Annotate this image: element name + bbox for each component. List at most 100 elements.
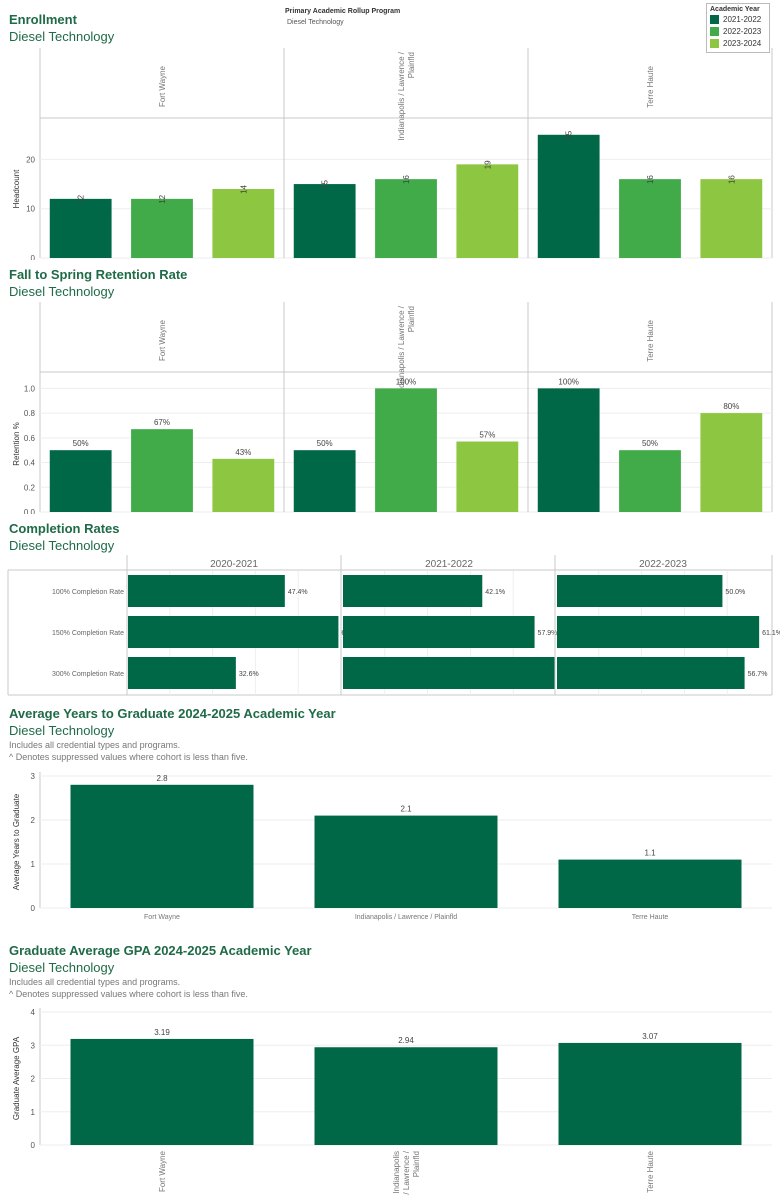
y-tick-label: 1.0 [24,384,36,393]
data-label: 2.8 [156,774,168,783]
completion-bar [557,616,760,648]
gpa-title: Graduate Average GPA 2024-2025 Academic … [9,943,312,958]
y-tick-label: 1 [31,860,36,869]
completion-subtitle: Diesel Technology [9,538,115,553]
y-axis-title: Average Years to Graduate [12,793,21,890]
gpa-note-suppressed: ^ Denotes suppressed values where cohort… [9,989,248,999]
panel-header: 2020-2021 [210,559,258,570]
data-label: 1.1 [644,849,656,858]
bar [558,859,742,908]
completion-bar [343,657,555,689]
legend-label: 2022-2023 [723,27,762,36]
panel-header: 2021-2022 [425,559,473,570]
row-label: 100% Completion Rate [52,589,124,596]
data-label: 56.7% [748,671,768,678]
x-tick-label: Fort Wayne [144,914,180,921]
data-label: 14 [239,184,248,193]
years-to-graduate-chart: 0 1 2 3 Average Years to Graduate 2.8 Fort Way… [12,772,772,921]
data-label: 3.19 [154,1028,170,1037]
data-label: 50.0% [725,589,745,596]
bar-2023-2024 [700,413,763,512]
enrollment-subtitle: Diesel Technology [9,29,115,44]
retention-chart: 0.0 0.2 0.4 0.6 0.8 1.0 Retention % Fort Wayne 5… [12,302,773,514]
data-label: 57% [479,431,495,440]
retention-subtitle: Diesel Technology [9,284,115,299]
x-tick-label: Indianapolis [392,1151,401,1194]
y-tick-label: 2 [31,1075,36,1084]
y-axis-title: Retention % [12,422,21,466]
bar-2023-2024 [700,179,763,258]
y-tick-label: 20 [26,155,35,164]
row-label: 150% Completion Rate [52,630,124,637]
data-label: 19 [483,160,492,169]
completion-bar [343,575,483,607]
data-label: 42.1% [485,589,505,596]
retention-title: Fall to Spring Retention Rate [9,267,188,282]
y-tick-label: 0.0 [24,508,36,514]
y-tick-label: 0 [31,254,36,260]
enrollment-chart: 0 10 20 Headcount Fort Wayne 12 12 14 Indianapol… [12,48,773,260]
gpa-chart: 0 1 2 3 4 Graduate Average GPA 3.19 Fort Wayne 2… [12,1008,772,1195]
legend-title: Academic Year [710,6,760,13]
data-label: 16 [402,175,411,184]
legend-item-2022-2023[interactable]: 2022-2023 [710,26,769,38]
legend-item-2021-2022[interactable]: 2021-2022 [710,14,769,26]
bar-2022-2023 [619,179,681,258]
bar-2021-2022 [49,450,112,512]
bar-2022-2023 [131,198,193,258]
data-label: 12 [77,194,86,203]
panel-label: Terre Haute [646,65,655,107]
panel-label: Plainfld [407,52,416,78]
bar-2023-2024 [212,189,275,258]
bar-2021-2022 [49,198,112,258]
data-label: 43% [235,448,251,457]
years-title: Average Years to Graduate 2024-2025 Acad… [9,706,336,721]
bar-2022-2023 [131,429,193,512]
y-axis-title: Headcount [12,169,21,208]
years-note-credentials: Includes all credential types and progra… [9,740,181,750]
legend-swatch [710,15,719,25]
y-tick-label: 0.6 [24,434,36,443]
data-label: 67% [154,418,170,427]
data-label: 32.6% [239,671,259,678]
legend-swatch [710,39,719,49]
enrollment-title: Enrollment [9,12,77,27]
completion-bar [128,616,339,648]
data-label: 2.1 [400,805,412,814]
y-tick-label: 0 [31,1141,36,1150]
x-tick-label: Indianapolis / Lawrence / Plainfld [355,914,457,921]
x-tick-label: Terre Haute [632,914,669,921]
legend-item-2023-2024[interactable]: 2023-2024 [710,38,769,50]
data-label: 47.4% [288,589,308,596]
legend-swatch [710,27,719,37]
legend-label: 2021-2022 [723,15,762,24]
y-tick-label: 0.4 [24,459,36,468]
panel-label: Fort Wayne [158,319,167,361]
completion-bar [343,616,535,648]
row-label: 300% Completion Rate [52,671,124,678]
y-tick-label: 2 [31,816,36,825]
program-filter-value[interactable]: Diesel Technology [287,19,344,26]
bar-2021-2022 [293,450,356,512]
data-label: 100% [558,377,578,386]
completion-bar [128,657,236,689]
completion-bar [557,657,745,689]
y-tick-label: 0 [31,904,36,913]
bar-2022-2023 [619,450,681,512]
data-label: 25 [565,130,574,139]
program-filter-title: Primary Academic Rollup Program [285,8,401,15]
y-tick-label: 0.2 [24,483,36,492]
x-tick-label: Fort Wayne [158,1150,167,1192]
x-tick-label: / Lawrence / [402,1150,411,1194]
panel-label: Plainfld [407,306,416,332]
bar-2022-2023 [375,179,437,258]
data-label: 57.9% [538,630,558,637]
completion-title: Completion Rates [9,521,120,536]
bar [70,784,254,908]
bar [558,1042,742,1145]
completion-bar [128,575,285,607]
data-label: 50% [317,439,333,448]
bar-2023-2024 [456,441,519,512]
panel-label: Indianapolis / Lawrence / [397,305,406,394]
bar-2021-2022 [537,388,600,512]
